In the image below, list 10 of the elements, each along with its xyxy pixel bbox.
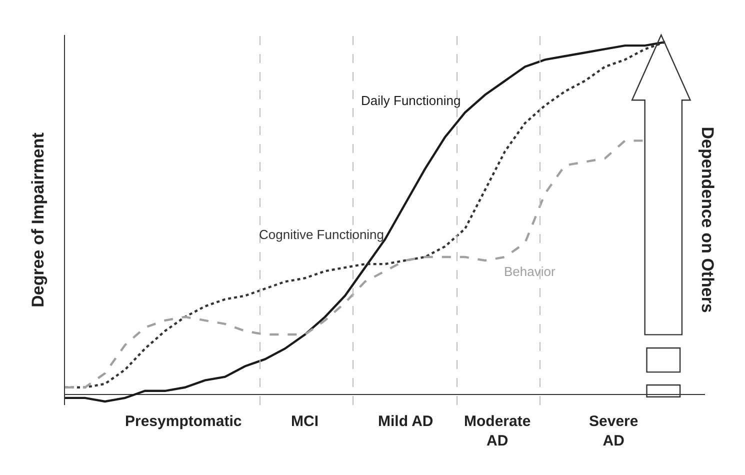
series-label: Cognitive Functioning <box>259 227 384 242</box>
text: Mild AD <box>378 413 434 430</box>
text: MCI <box>291 413 318 430</box>
text: Presymptomatic <box>125 413 242 430</box>
text: Severe AD <box>589 413 638 450</box>
series-label: Behavior <box>504 264 556 279</box>
y-axis-title: Degree of Impairment <box>28 132 48 308</box>
text: Dependence on Others <box>698 126 718 313</box>
text: Moderate AD <box>464 413 531 450</box>
series-label: Daily Functioning <box>361 93 461 108</box>
